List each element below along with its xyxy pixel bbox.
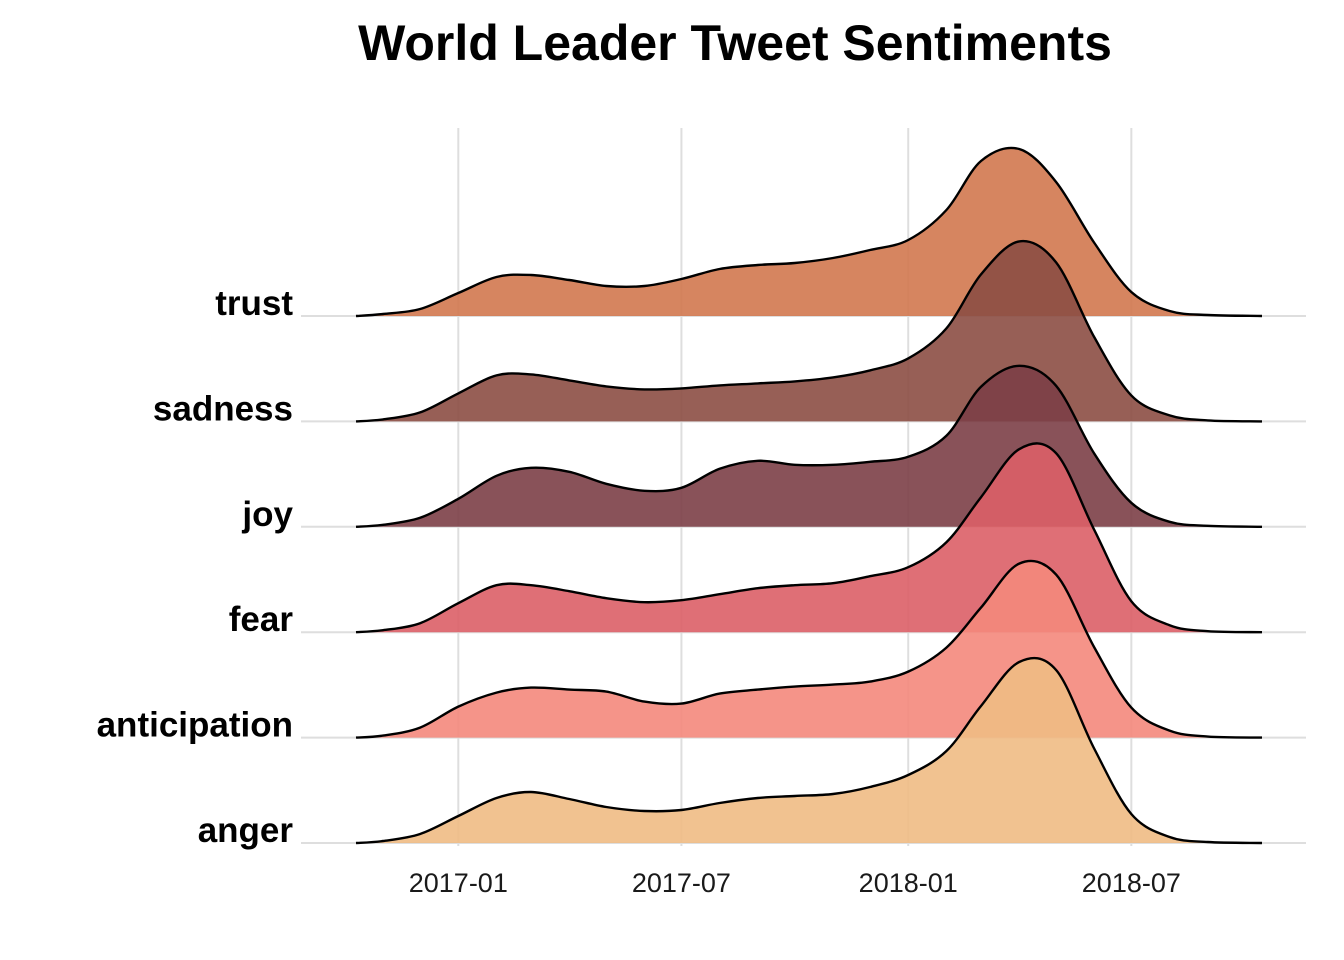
y-label-anger: anger xyxy=(198,811,294,850)
ridge-anger xyxy=(355,656,1263,845)
y-label-trust: trust xyxy=(215,284,293,323)
y-label-anticipation: anticipation xyxy=(97,706,293,745)
ridge-line-anticipation xyxy=(355,559,1263,739)
ridge-line-trust xyxy=(355,146,1263,318)
y-label-joy: joy xyxy=(241,495,293,534)
x-axis-tick-labels: 2017-01 2017-07 2018-01 2018-07 xyxy=(409,868,1181,898)
ridge-line-fear xyxy=(355,442,1263,634)
y-label-fear: fear xyxy=(229,600,294,639)
y-label-sadness: sadness xyxy=(153,389,293,428)
ridge-line-sadness xyxy=(355,239,1263,423)
ridges xyxy=(355,146,1263,845)
chart-title: World Leader Tweet Sentiments xyxy=(358,15,1112,71)
x-tick-label: 2017-01 xyxy=(409,868,508,898)
ridge-line-anger xyxy=(355,656,1263,845)
x-tick-label: 2018-07 xyxy=(1082,868,1181,898)
x-tick-label: 2018-01 xyxy=(859,868,958,898)
ridge-area-anger xyxy=(356,658,1262,843)
ridge-line-joy xyxy=(355,364,1263,528)
x-tick-label: 2017-07 xyxy=(632,868,731,898)
y-axis-labels: anger anticipation fear joy sadness trust xyxy=(97,284,294,850)
